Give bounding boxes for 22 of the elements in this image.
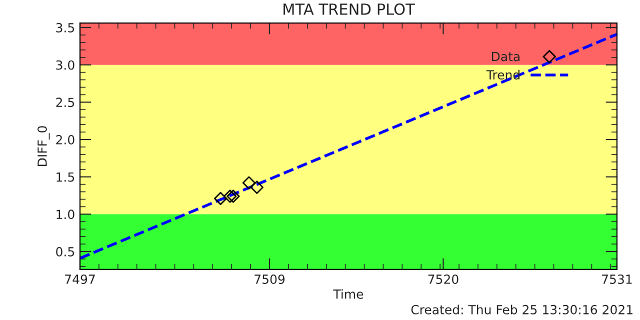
point: [242, 176, 256, 190]
point: [250, 180, 264, 194]
x-tick-label: 7520: [428, 274, 458, 284]
y-tick-label: 1.5: [56, 172, 74, 182]
y-tick-label: 0.5: [56, 246, 74, 256]
y-axis-title: DIFF_0: [37, 126, 50, 166]
point: [214, 192, 228, 206]
legend-label: Data: [492, 52, 520, 62]
y-tick-label: 2.5: [56, 98, 74, 108]
legend-label: Trend: [486, 70, 520, 80]
x-tick-label: 7509: [254, 274, 285, 284]
y-tick-label: 1.0: [56, 210, 74, 220]
x-tick-label: 7497: [65, 274, 95, 284]
y-tick-label: 3.5: [56, 22, 74, 32]
x-axis-title: Time: [333, 289, 364, 299]
text: Created: Thu Feb 25 13:30:16 2021: [411, 304, 632, 314]
chart-title: MTA TREND PLOT: [284, 3, 415, 15]
x-tick-label: 7531: [602, 274, 632, 284]
point: [226, 190, 240, 203]
point: [223, 190, 237, 203]
y-tick-label: 3.0: [56, 60, 74, 70]
y-tick-label: 2.0: [56, 134, 74, 144]
